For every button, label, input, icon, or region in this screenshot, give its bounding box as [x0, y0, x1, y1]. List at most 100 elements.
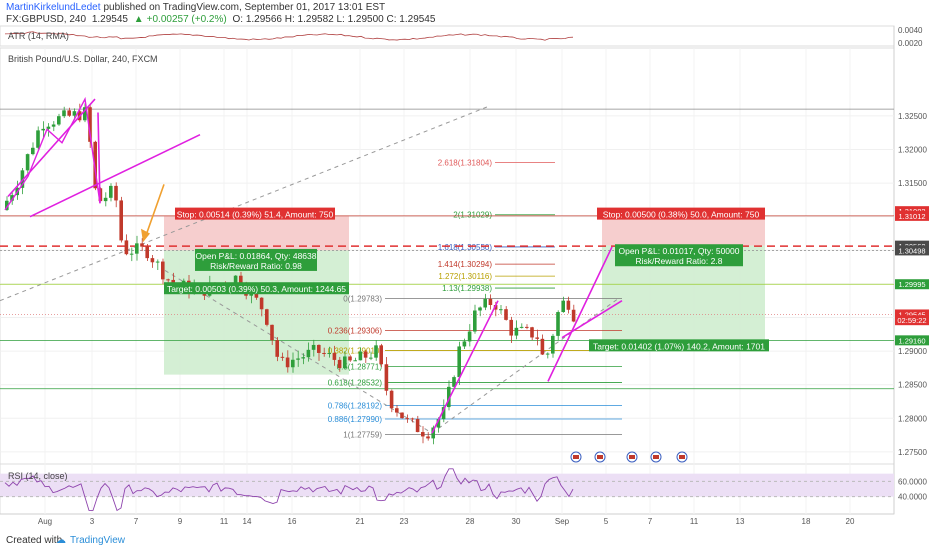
- fib-level-label: 0.618(1.28532): [328, 379, 383, 388]
- pattern-lines: [4, 96, 623, 434]
- candle-body: [483, 298, 487, 308]
- candle-body: [114, 185, 118, 201]
- candle-body: [441, 407, 446, 420]
- time-tick-label: 7: [134, 517, 139, 526]
- candle-body: [57, 116, 61, 125]
- candle-body: [239, 275, 243, 288]
- pattern-line: [4, 96, 101, 211]
- fib-levels: 2.618(1.31804) 2(1.31029) 1.618(1.30550) 1.…: [328, 159, 622, 440]
- candle-body: [415, 419, 420, 433]
- time-tick-label: 14: [243, 517, 252, 526]
- candle-body: [41, 128, 45, 131]
- price-badge: [895, 309, 929, 320]
- price-badge: [895, 335, 929, 346]
- price-badge: [895, 210, 929, 221]
- event-flag-icon: [679, 455, 685, 459]
- fib-level-label: 2.618(1.31804): [438, 159, 493, 168]
- pattern-line: [29, 133, 201, 218]
- candle-body: [395, 408, 399, 413]
- stop-label-box: [597, 207, 765, 220]
- fib-level-label: 0.786(1.28192): [328, 401, 383, 410]
- atr-tick-label: 0.0020: [898, 39, 923, 48]
- candle-body: [327, 353, 331, 355]
- candle-body: [353, 360, 357, 362]
- candle-body: [140, 243, 144, 247]
- candle-body: [509, 319, 513, 336]
- price-badge-label: 1.29545: [898, 310, 925, 319]
- open-pnl-label: Risk/Reward Ratio: 0.98: [210, 261, 302, 271]
- candle-body: [410, 418, 415, 420]
- arrow-icon: [141, 228, 150, 243]
- candle-body: [155, 261, 160, 263]
- candle-body: [421, 432, 425, 437]
- stop-label-box: [175, 207, 335, 220]
- candle-body: [400, 412, 404, 419]
- up-arrow-icon: ▲: [133, 14, 144, 25]
- author-link[interactable]: MartinKirkelundLedet: [6, 2, 101, 13]
- time-tick-label: 9: [178, 517, 183, 526]
- candle-body: [530, 327, 534, 338]
- candle-body: [135, 243, 139, 254]
- candle-body: [504, 309, 508, 320]
- candle-body: [436, 419, 441, 428]
- target-label: Target: 0.01402 (1.07%) 140.2, Amount: 1…: [593, 341, 765, 351]
- footer: Created with ☁ TradingView: [0, 530, 932, 550]
- candle-body: [358, 351, 363, 361]
- symbol-label[interactable]: FX:GBPUSD, 240: [6, 14, 87, 25]
- candle-body: [166, 279, 170, 281]
- position-labels: Stop: 0.00514 (0.39%) 51.4, Amount: 750 O…: [164, 207, 769, 352]
- candle-body: [25, 154, 30, 171]
- candle-body: [72, 111, 77, 116]
- price-badge-label: 1.29995: [898, 280, 925, 289]
- candle-body: [83, 107, 87, 121]
- rsi-label: RSI (14, close): [8, 471, 68, 481]
- fib-level-label: 1.13(1.29938): [442, 284, 492, 293]
- price-badge-label: 1.30498: [898, 246, 925, 255]
- candle-body: [103, 197, 108, 202]
- chart-header: MartinKirkelundLedet published on Trading…: [0, 0, 932, 26]
- candle-body: [332, 353, 337, 360]
- candle-body: [431, 427, 435, 439]
- open-pnl-label: Risk/Reward Ratio: 2.8: [636, 256, 723, 266]
- candle-body: [109, 185, 113, 198]
- candle-body: [457, 346, 461, 378]
- tradingview-logo-icon: ☁: [56, 535, 66, 546]
- candle-body: [545, 353, 550, 355]
- candle-body: [296, 358, 300, 360]
- candle-body: [119, 200, 123, 241]
- candle-body: [343, 356, 347, 369]
- price-badge-label: 02:59:22: [897, 316, 926, 325]
- time-tick-label: 28: [466, 517, 475, 526]
- candle-body: [254, 291, 259, 298]
- candle-body: [265, 309, 269, 325]
- open-pnl-label-box: [615, 244, 743, 267]
- fib-level-label: 1.414(1.30294): [438, 260, 493, 269]
- fib-level-label: 1(1.27759): [343, 431, 382, 440]
- trend-guide: [431, 296, 621, 434]
- pattern-line: [561, 300, 623, 339]
- candle-body: [280, 356, 285, 358]
- fib-level-label: 0(1.29783): [343, 294, 382, 303]
- rsi-line: [4, 468, 574, 512]
- candle-body: [525, 326, 529, 328]
- pattern-line: [547, 246, 613, 382]
- tradingview-brand[interactable]: TradingView: [70, 535, 126, 546]
- fib-level-label: 1.272(1.30116): [438, 272, 492, 281]
- price-badge: [895, 315, 929, 326]
- event-flag-icon: [597, 455, 603, 459]
- candle-body: [145, 246, 149, 259]
- fib-level-label: 2(1.31029): [453, 211, 492, 220]
- candle-body: [379, 345, 383, 365]
- candle-body: [337, 359, 342, 369]
- candle-body: [306, 349, 311, 358]
- candle-body: [67, 110, 71, 116]
- time-tick-label: 16: [288, 517, 297, 526]
- candle-body: [369, 357, 373, 359]
- fib-level-label: 0.236(1.29306): [328, 327, 383, 336]
- candle-body: [389, 390, 394, 409]
- atr-line: [4, 31, 574, 41]
- open-pnl-label: Open P&L: 0.01864, Qty: 48638: [196, 251, 317, 261]
- main-label: British Pound/U.S. Dollar, 240, FXCM: [8, 54, 158, 64]
- candle-body: [322, 352, 326, 354]
